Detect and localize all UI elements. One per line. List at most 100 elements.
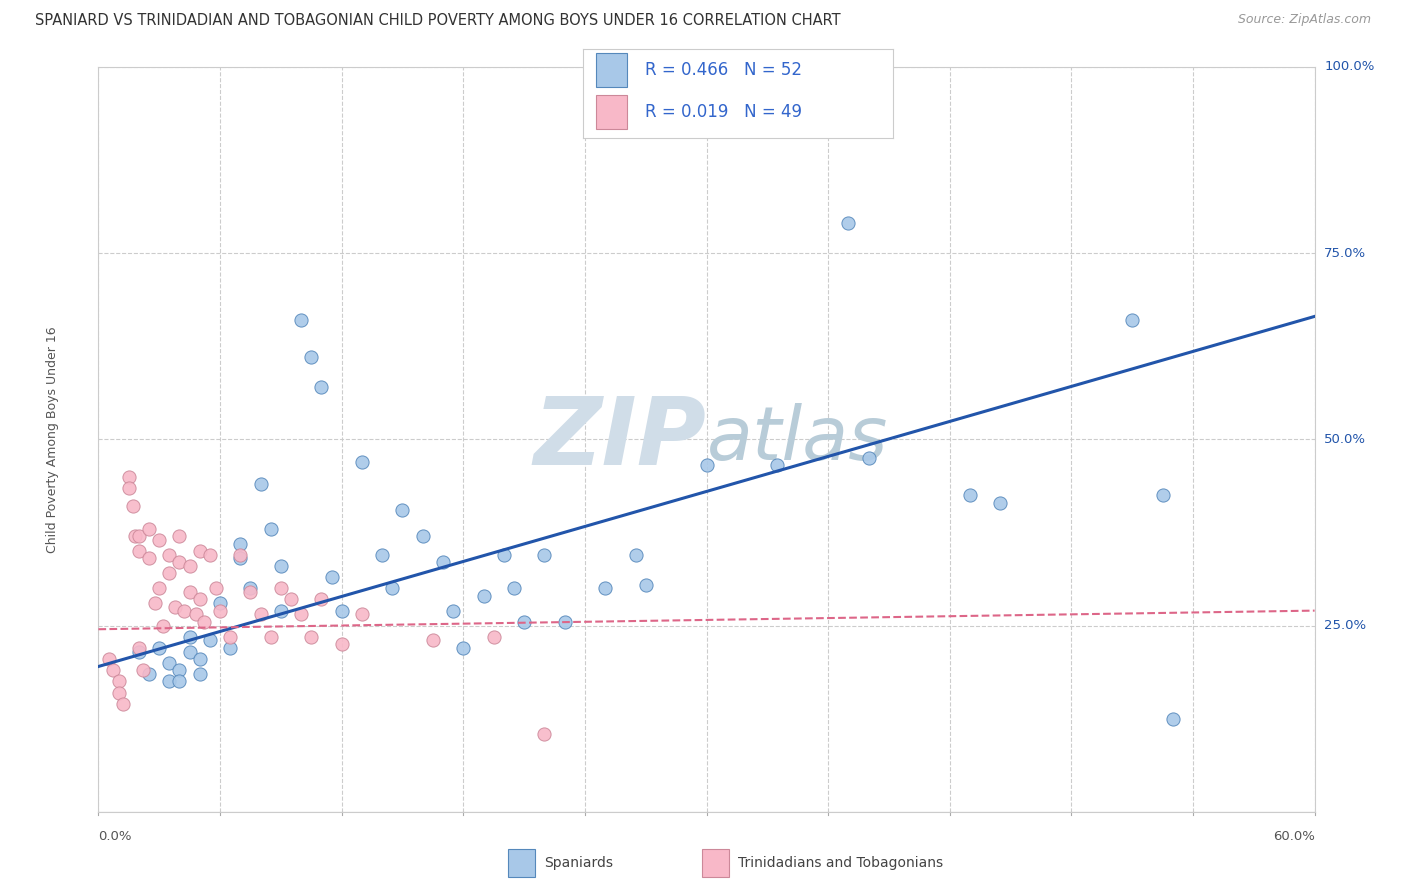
- Point: [157, 656, 180, 670]
- Text: ZIP: ZIP: [534, 393, 707, 485]
- Point: [169, 529, 191, 543]
- FancyBboxPatch shape: [702, 849, 728, 877]
- Point: [188, 592, 211, 607]
- Point: [148, 533, 170, 547]
- Point: [101, 663, 124, 677]
- Point: [311, 592, 333, 607]
- Point: [209, 596, 232, 610]
- Point: [1152, 488, 1174, 502]
- Text: Trinidadians and Tobagonians: Trinidadians and Tobagonians: [738, 856, 942, 870]
- Point: [169, 555, 191, 569]
- Point: [157, 674, 180, 689]
- Point: [205, 582, 228, 596]
- Point: [184, 607, 207, 622]
- Point: [219, 630, 242, 644]
- Point: [837, 216, 859, 230]
- Point: [422, 633, 444, 648]
- Point: [128, 644, 150, 658]
- Point: [179, 630, 201, 644]
- Point: [138, 522, 160, 536]
- Point: [148, 582, 170, 596]
- Point: [138, 551, 160, 566]
- FancyBboxPatch shape: [596, 95, 627, 129]
- Point: [270, 558, 292, 573]
- Point: [482, 630, 505, 644]
- Point: [249, 477, 271, 491]
- Text: 0.0%: 0.0%: [98, 830, 132, 843]
- Point: [593, 582, 616, 596]
- Point: [513, 615, 536, 629]
- Point: [143, 596, 166, 610]
- Point: [330, 604, 353, 618]
- Point: [179, 558, 201, 573]
- Point: [350, 607, 373, 622]
- Point: [157, 548, 180, 562]
- Point: [173, 604, 195, 618]
- Point: [554, 615, 576, 629]
- Point: [97, 652, 120, 666]
- Text: 60.0%: 60.0%: [1272, 830, 1315, 843]
- Text: R = 0.019   N = 49: R = 0.019 N = 49: [645, 103, 803, 121]
- Point: [858, 450, 880, 465]
- Text: R = 0.466   N = 52: R = 0.466 N = 52: [645, 61, 803, 78]
- Point: [290, 607, 312, 622]
- Point: [169, 663, 191, 677]
- Point: [179, 585, 201, 599]
- Point: [330, 637, 353, 651]
- Point: [122, 500, 145, 514]
- Point: [299, 630, 322, 644]
- Point: [132, 663, 155, 677]
- Point: [311, 380, 333, 394]
- Text: Source: ZipAtlas.com: Source: ZipAtlas.com: [1237, 13, 1371, 27]
- Point: [229, 548, 252, 562]
- Point: [260, 522, 283, 536]
- Point: [169, 674, 191, 689]
- Point: [391, 503, 413, 517]
- Point: [128, 544, 150, 558]
- Point: [229, 551, 252, 566]
- FancyBboxPatch shape: [508, 849, 536, 877]
- Point: [503, 582, 526, 596]
- Point: [148, 640, 170, 655]
- Point: [299, 351, 322, 365]
- Point: [188, 652, 211, 666]
- Point: [441, 604, 464, 618]
- Point: [381, 582, 404, 596]
- Point: [219, 640, 242, 655]
- Text: 50.0%: 50.0%: [1324, 433, 1367, 446]
- Point: [128, 640, 150, 655]
- Point: [290, 313, 312, 327]
- Point: [350, 455, 373, 469]
- Point: [260, 630, 283, 644]
- Point: [198, 548, 221, 562]
- Point: [472, 589, 495, 603]
- Point: [179, 644, 201, 658]
- Point: [239, 585, 262, 599]
- Point: [157, 566, 180, 581]
- FancyBboxPatch shape: [596, 53, 627, 87]
- Point: [118, 481, 141, 495]
- Point: [107, 674, 129, 689]
- Point: [634, 577, 657, 591]
- Point: [533, 726, 555, 740]
- Point: [280, 592, 302, 607]
- Point: [1121, 313, 1143, 327]
- Point: [321, 570, 343, 584]
- Point: [533, 548, 555, 562]
- Point: [412, 529, 434, 543]
- Point: [1161, 712, 1184, 726]
- Point: [198, 633, 221, 648]
- Point: [118, 469, 141, 483]
- Point: [152, 618, 174, 632]
- Point: [990, 495, 1012, 509]
- Point: [124, 529, 146, 543]
- Point: [270, 582, 292, 596]
- Point: [229, 536, 252, 550]
- Point: [188, 667, 211, 681]
- Text: 75.0%: 75.0%: [1324, 246, 1367, 260]
- Point: [249, 607, 271, 622]
- Text: atlas: atlas: [707, 403, 889, 475]
- Point: [239, 582, 262, 596]
- Text: Child Poverty Among Boys Under 16: Child Poverty Among Boys Under 16: [46, 326, 59, 553]
- Point: [371, 548, 394, 562]
